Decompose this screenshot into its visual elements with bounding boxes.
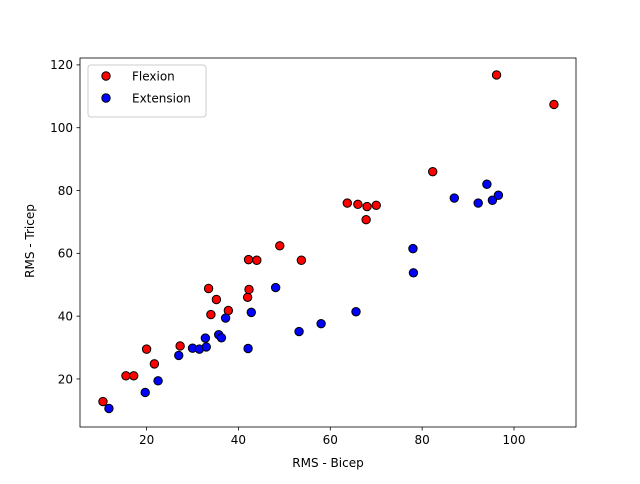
data-point-flexion-17 [342, 198, 352, 208]
x-tick-label: 20 [139, 433, 154, 447]
y-tick-label: 60 [58, 247, 73, 261]
data-point-extension-18 [408, 243, 418, 254]
data-point-extension-7 [200, 333, 211, 343]
legend-label-flexion: Flexion [132, 69, 175, 83]
data-point-extension-4 [174, 350, 184, 361]
data-point-extension-19 [408, 268, 419, 278]
data-point-extension-15 [294, 326, 304, 337]
data-point-flexion-13 [244, 284, 254, 295]
data-point-flexion-15 [275, 241, 285, 251]
y-tick-label: 120 [50, 58, 73, 72]
data-point-extension-14 [270, 282, 281, 293]
y-tick-label: 80 [58, 184, 73, 198]
x-axis-label: RMS - Bicep [292, 456, 363, 470]
x-tick-label: 100 [503, 433, 526, 447]
x-tick-label: 60 [323, 433, 338, 447]
data-point-flexion-12 [243, 254, 254, 265]
data-point-flexion-24 [549, 99, 559, 110]
data-point-extension-1 [104, 403, 114, 414]
legend-label-extension: Extension [132, 91, 191, 105]
data-point-extension-21 [473, 198, 483, 208]
data-point-flexion-22 [428, 166, 438, 177]
data-point-flexion-19 [361, 215, 371, 225]
data-point-flexion-16 [296, 255, 307, 265]
data-point-flexion-18 [353, 199, 363, 210]
data-point-extension-20 [449, 193, 459, 203]
data-point-flexion-23 [491, 70, 502, 80]
data-point-flexion-6 [175, 341, 185, 351]
data-point-extension-8 [201, 342, 212, 352]
y-tick-label: 20 [58, 372, 73, 386]
y-tick-label: 40 [58, 309, 73, 323]
data-point-extension-16 [316, 318, 326, 329]
data-point-extension-24 [493, 190, 504, 200]
data-point-extension-11 [220, 313, 231, 323]
legend: Flexion Extension [87, 64, 207, 118]
data-point-extension-13 [246, 307, 257, 318]
axes: 20 40 60 80 100 20 40 60 80 100 120 [50, 57, 577, 447]
legend-marker-flexion [101, 71, 111, 81]
plot-area [98, 70, 559, 414]
data-point-extension-17 [351, 307, 361, 317]
series-flexion [98, 70, 559, 407]
data-point-extension-23 [487, 195, 498, 205]
data-point-flexion-21 [371, 200, 381, 210]
data-point-flexion-11 [242, 292, 253, 302]
y-axis-label: RMS - Tricep [23, 204, 37, 278]
data-point-flexion-5 [149, 359, 160, 369]
series-extension [104, 179, 504, 414]
data-point-flexion-1 [98, 396, 108, 407]
data-point-flexion-14 [252, 255, 262, 265]
data-point-extension-10 [216, 333, 227, 343]
axes-frame [79, 57, 577, 428]
data-point-extension-3 [153, 376, 163, 386]
data-point-extension-2 [140, 387, 150, 398]
data-point-flexion-4 [141, 344, 152, 354]
y-tick-label: 100 [50, 121, 73, 135]
data-point-extension-22 [482, 179, 492, 189]
x-tick-label: 40 [231, 433, 246, 447]
data-point-flexion-3 [129, 371, 139, 381]
data-point-flexion-7 [203, 283, 214, 294]
data-point-extension-12 [243, 343, 253, 354]
data-point-flexion-20 [362, 201, 372, 212]
data-point-flexion-8 [206, 309, 216, 320]
legend-marker-extension [101, 93, 111, 103]
legend-box [87, 64, 207, 118]
data-point-flexion-2 [121, 371, 131, 381]
data-point-flexion-9 [211, 294, 222, 305]
x-tick-label: 80 [415, 433, 430, 447]
